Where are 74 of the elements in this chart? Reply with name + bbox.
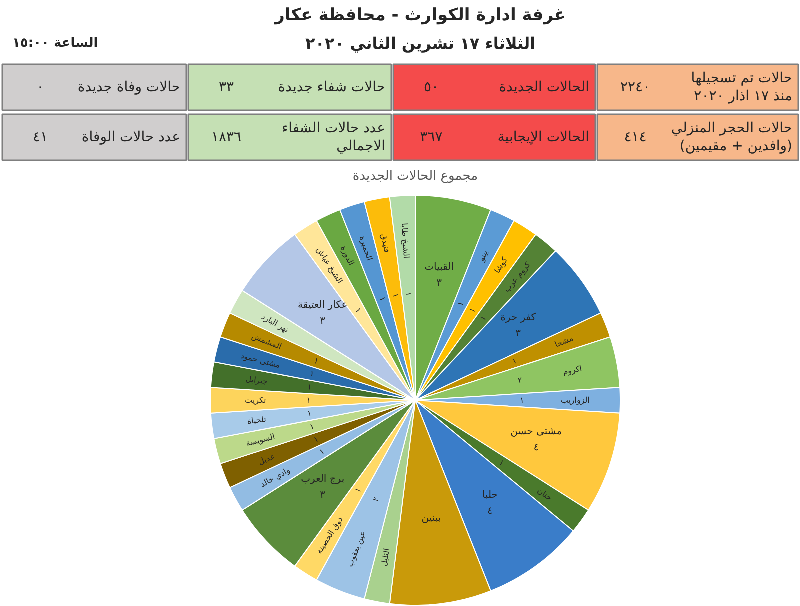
slice-label: كوشا (492, 256, 510, 276)
data-label: ١ (510, 356, 518, 366)
slice-label: الشيخ طابا (400, 222, 412, 259)
data-label: ٢ (517, 376, 524, 386)
slice-label: الحميرة (358, 234, 374, 262)
slice-label: فنيدق (379, 233, 392, 254)
slice-label: السويسة (245, 432, 276, 448)
text: عدد حالات الوفاة (82, 130, 181, 146)
data-label: ٢ (371, 496, 382, 504)
chart-title: مجموع الحالات الجديدة (352, 169, 478, 184)
data-label: ١ (468, 306, 478, 315)
slice-label: مشتى حمود (240, 351, 282, 370)
data-label: ١ (353, 486, 364, 495)
data-label: ٣ (320, 490, 326, 502)
text: ٤١٤ (624, 130, 647, 146)
slice-label: الدورة (338, 244, 356, 268)
data-label: ١ (306, 396, 312, 405)
text: ٢٢٤٠ (620, 80, 651, 96)
data-label: ١ (478, 314, 488, 323)
slice-label: عين يعقوب (346, 530, 368, 568)
text: الحالات الإيجابية (498, 130, 590, 146)
data-label: ١ (378, 296, 388, 303)
data-label: ٣ (436, 278, 443, 290)
text: حالات شفاء جديدة (278, 80, 386, 96)
text: ٤١ (32, 130, 48, 146)
slice-label: ببنين (422, 513, 442, 524)
data-label: ١ (456, 300, 466, 308)
slice-label: التليل (379, 548, 392, 568)
slice-label: الزواريب (560, 396, 590, 405)
data-label: ٤ (534, 442, 540, 454)
data-label: ١ (390, 292, 400, 299)
data-label: ١ (353, 306, 364, 315)
text: حالات الحجر المنزلي (وافدين + مقيمين) (671, 120, 793, 154)
text: حالات تم تسجيلها منذ ١٧ اذار ٢٠٢٠ (691, 70, 793, 104)
data-label: ١ (307, 382, 312, 392)
data-label: ١ (309, 422, 316, 432)
slice-label: عدبل (257, 452, 277, 467)
slice-label: القبيات (424, 262, 454, 274)
text: الثلاثاء ١٧ تشرين الثاني ٢٠٢٠ (305, 34, 536, 53)
slice-label: اكروم (562, 364, 583, 377)
text: الحالات الجديدة (499, 80, 590, 96)
slice-label: برج العرب (301, 474, 345, 486)
slice-label: ذوق الحصينة (314, 514, 346, 556)
slice-label: مشتى حسن (510, 426, 562, 438)
data-label: ١ (497, 458, 506, 468)
data-label: ١ (312, 356, 320, 366)
data-label: ١ (309, 369, 316, 379)
slice-label: تكريت (245, 396, 266, 405)
text: ٠ (36, 80, 44, 96)
slice-label: وادي خالد (258, 466, 292, 490)
slice-label: خنان (536, 486, 554, 503)
text: ١٨٣٦ (211, 130, 242, 146)
text: غرفة ادارة الكوارث - محافظة عكار (274, 6, 566, 26)
slice-label: حلبا (482, 490, 498, 501)
slice-label: بينو (476, 248, 490, 264)
data-label: ١ (312, 434, 320, 445)
data-label: ٣ (516, 328, 522, 340)
data-label: ١ (318, 446, 326, 457)
text: ٣٦٧ (420, 130, 444, 146)
text: حالات وفاة جديدة (78, 80, 181, 96)
data-label: ١ (404, 292, 414, 297)
data-label: ٤ (488, 506, 493, 517)
data-label: ٣ (320, 316, 326, 327)
slice-label: جبرايل (245, 374, 269, 386)
text: الساعة ١٥:٠٠ (12, 36, 98, 51)
text: عدد حالات الشفاء الاجمالي (282, 120, 386, 154)
text: ٣٣ (218, 80, 234, 96)
text: ٥٠ (424, 80, 440, 96)
data-label: ١ (520, 396, 524, 405)
data-label: ١ (307, 409, 312, 419)
slice-label: كفر حرة (500, 312, 536, 324)
slice-label: مشحا (554, 334, 575, 350)
slice-label: تلحياة (246, 414, 267, 426)
slice-label: عكار العتيقة (298, 300, 348, 311)
